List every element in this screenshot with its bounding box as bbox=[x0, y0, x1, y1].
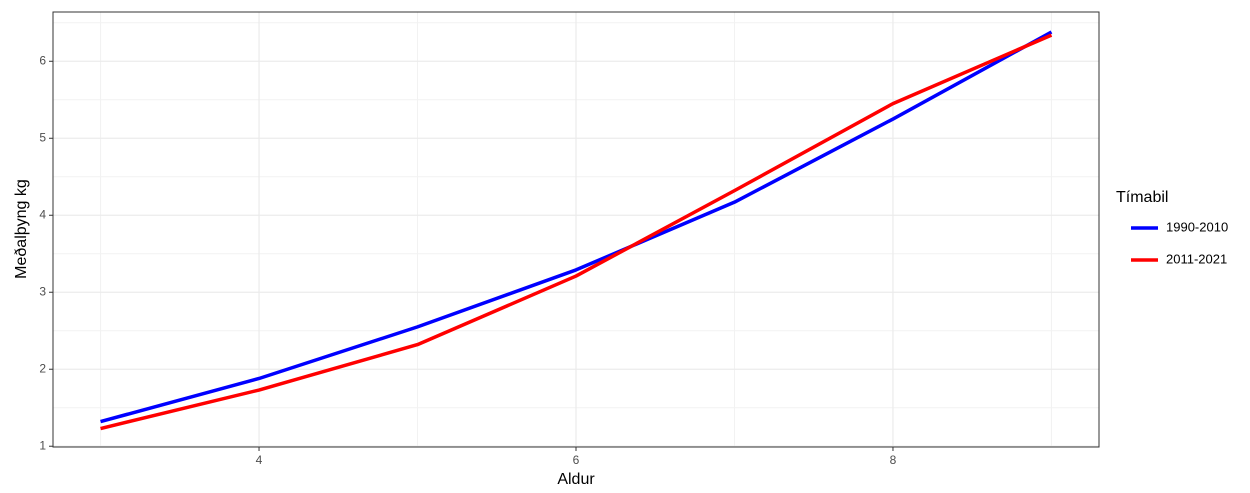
legend-label: 1990-2010 bbox=[1166, 219, 1228, 234]
series-line bbox=[100, 33, 1053, 431]
y-tick-label: 2 bbox=[39, 361, 46, 375]
series-line bbox=[100, 30, 1053, 424]
y-tick-label: 3 bbox=[39, 284, 46, 298]
legend-label: 2011-2021 bbox=[1166, 251, 1227, 266]
y-tick-label: 5 bbox=[39, 130, 46, 144]
legend-title: Tímabil bbox=[1116, 189, 1168, 206]
y-tick-label: 1 bbox=[39, 438, 46, 452]
x-tick-label: 6 bbox=[573, 453, 580, 467]
y-tick-label: 6 bbox=[39, 53, 46, 67]
x-axis-title: Aldur bbox=[557, 471, 595, 488]
y-axis-title: Meðalþyng kg bbox=[13, 179, 30, 279]
panel-border bbox=[52, 11, 1100, 448]
y-tick-label: 4 bbox=[39, 207, 46, 221]
x-tick-label: 8 bbox=[890, 453, 897, 467]
x-tick-label: 4 bbox=[256, 453, 263, 467]
